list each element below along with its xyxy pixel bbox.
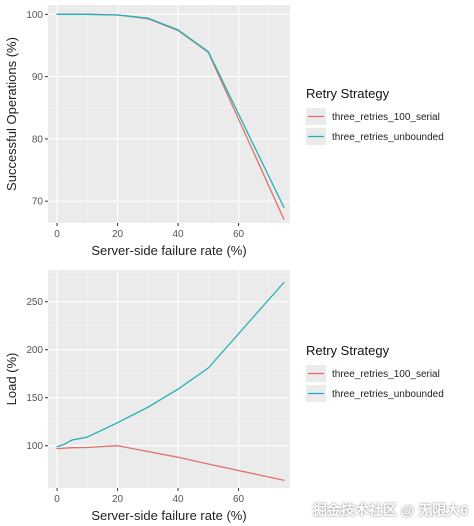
legend-label: three_retries_100_serial — [332, 112, 440, 123]
y-tick-label: 100 — [26, 441, 43, 452]
data-point-three_retries_100_serial — [147, 450, 149, 453]
x-tick-label: 60 — [233, 494, 245, 505]
data-point-three_retries_unbounded — [62, 444, 64, 446]
watermark-text: 掘金技术社区 @ 无限大6 — [312, 502, 468, 518]
x-tick-label: 40 — [173, 494, 185, 505]
legend: Retry Strategy three_retries_100_serialth… — [306, 86, 444, 145]
series-line-three_retries_100_serial — [57, 445, 285, 481]
y-tick-label: 70 — [32, 197, 44, 208]
data-point-three_retries_100_serial — [116, 445, 119, 447]
data-point-three_retries_unbounded — [56, 446, 58, 448]
data-point-three_retries_unbounded — [71, 439, 73, 441]
data-point-three_retries_100_serial — [283, 218, 285, 220]
x-tick-label: 40 — [173, 229, 185, 240]
x-tick-label: 60 — [233, 229, 245, 240]
y-tick-label: 200 — [26, 345, 43, 356]
data-point-three_retries_unbounded — [116, 14, 119, 16]
data-point-three_retries_100_serial — [177, 456, 179, 458]
legend-label: three_retries_unbounded — [332, 132, 444, 143]
y-axis-title: Load (%) — [4, 353, 19, 406]
data-point-three_retries_unbounded — [283, 281, 285, 284]
x-tick-label: 0 — [54, 494, 60, 505]
y-tick-label: 90 — [32, 72, 44, 83]
data-point-three_retries_unbounded — [147, 17, 149, 19]
y-axis-title: Successful Operations (%) — [4, 37, 19, 191]
data-point-three_retries_unbounded — [177, 29, 179, 31]
legend-title: Retry Strategy — [306, 86, 390, 101]
data-point-three_retries_unbounded — [283, 206, 285, 209]
data-point-three_retries_unbounded — [71, 13, 73, 15]
chart-panel-1: 0 20 40 60 70 80 90 100 Server-side failure rate… — [4, 5, 444, 258]
y-tick-label: 150 — [26, 393, 43, 404]
data-point-three_retries_unbounded — [116, 422, 119, 424]
data-point-three_retries_100_serial — [71, 447, 73, 449]
data-point-three_retries_unbounded — [56, 13, 58, 15]
data-point-three_retries_unbounded — [207, 367, 209, 369]
legend-label: three_retries_100_serial — [332, 369, 440, 380]
data-point-three_retries_unbounded — [207, 51, 209, 53]
data-point-three_retries_100_serial — [86, 446, 88, 449]
chart-panel-2: 0 20 40 60 100 150 200 250 Server-side failure r… — [4, 270, 444, 523]
data-point-three_retries_100_serial — [283, 479, 285, 481]
plot-background — [48, 270, 290, 488]
series-line-three_retries_unbounded — [57, 13, 285, 208]
y-tick-label: 100 — [26, 10, 43, 21]
data-point-three_retries_100_serial — [207, 463, 209, 465]
data-point-three_retries_100_serial — [56, 448, 58, 450]
legend-title: Retry Strategy — [306, 343, 390, 358]
x-tick-label: 20 — [112, 494, 124, 505]
plot-background — [48, 5, 290, 223]
x-axis-title: Server-side failure rate (%) — [91, 243, 246, 258]
data-point-three_retries_unbounded — [86, 13, 88, 15]
legend-label: three_retries_unbounded — [332, 389, 444, 400]
x-tick-label: 0 — [54, 229, 60, 240]
x-axis-title: Server-side failure rate (%) — [91, 508, 246, 523]
y-tick-label: 80 — [32, 134, 44, 145]
legend: Retry Strategy three_retries_100_serialth… — [306, 343, 444, 402]
data-point-three_retries_unbounded — [177, 388, 179, 390]
y-tick-label: 250 — [26, 297, 43, 308]
x-tick-label: 20 — [112, 229, 124, 240]
data-point-three_retries_unbounded — [147, 406, 149, 408]
data-point-three_retries_unbounded — [86, 436, 88, 438]
